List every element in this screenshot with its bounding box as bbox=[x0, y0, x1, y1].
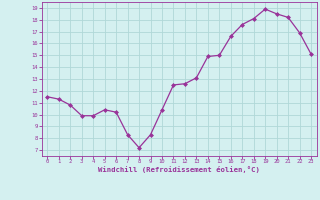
X-axis label: Windchill (Refroidissement éolien,°C): Windchill (Refroidissement éolien,°C) bbox=[98, 166, 260, 173]
